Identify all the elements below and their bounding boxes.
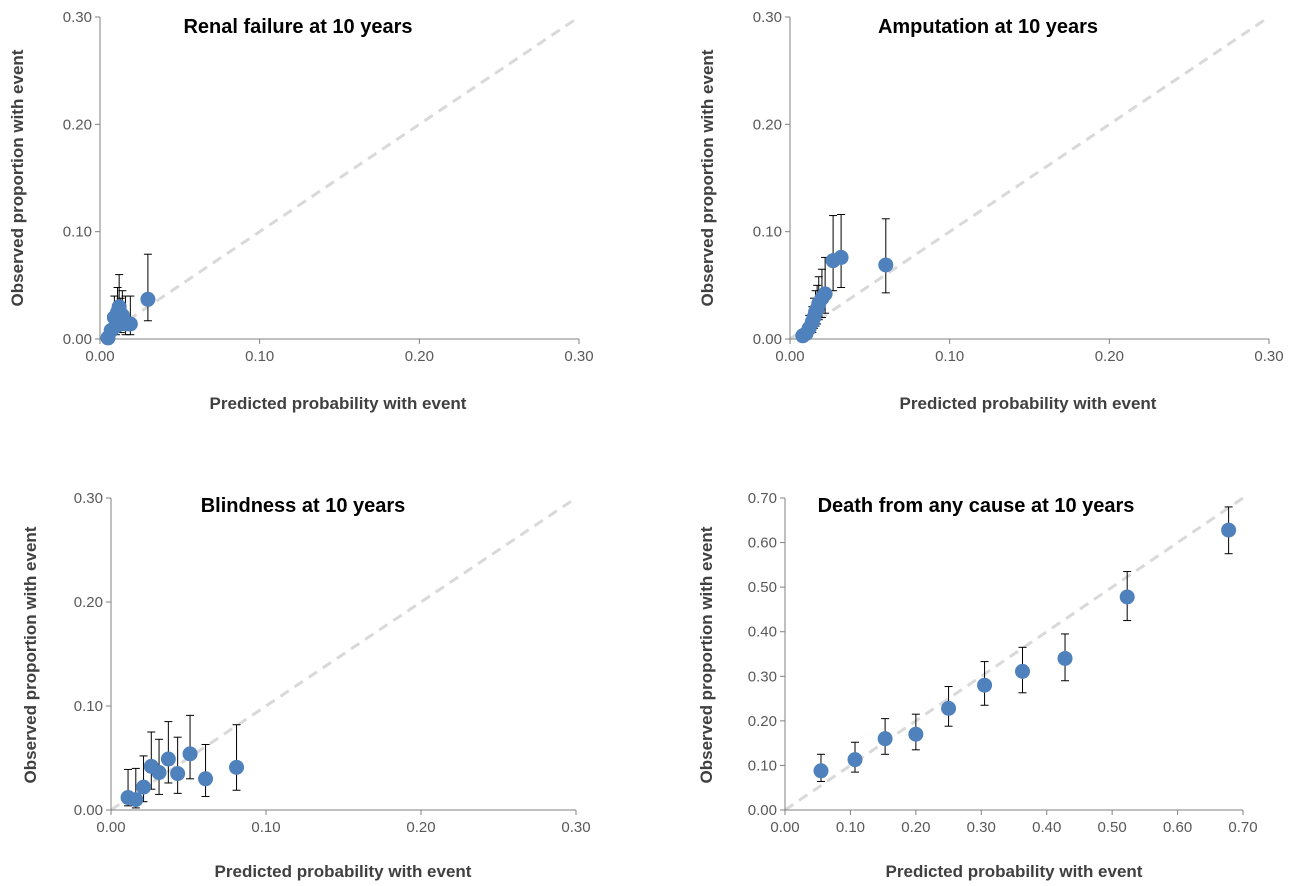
- x-tick-label: 0.70: [1228, 819, 1257, 836]
- y-tick-label: 0.30: [748, 668, 777, 685]
- y-axis-label: Observed proportion with event: [697, 526, 716, 783]
- data-point: [1057, 650, 1073, 666]
- data-point: [977, 677, 993, 693]
- x-tick-label: 0.60: [1163, 819, 1192, 836]
- x-tick-label: 0.40: [1032, 819, 1061, 836]
- y-tick-label: 0.00: [63, 331, 92, 348]
- y-tick-label: 0.20: [63, 116, 92, 133]
- x-tick-label: 0.00: [770, 819, 799, 836]
- reference-diagonal-line: [110, 496, 577, 812]
- y-tick-label: 0.30: [63, 9, 92, 26]
- panel-death-any-cause: Death from any cause at 10 years Predict…: [697, 490, 1258, 881]
- data-point: [941, 700, 957, 716]
- y-tick-label: 0.10: [63, 224, 92, 241]
- y-tick-label: 0.20: [748, 713, 777, 730]
- data-point: [847, 752, 863, 768]
- y-tick-label: 0.50: [748, 579, 777, 596]
- x-tick-label: 0.10: [836, 819, 865, 836]
- y-tick-label: 0.10: [74, 698, 103, 715]
- data-point: [182, 746, 198, 762]
- reference-diagonal-line: [789, 15, 1270, 341]
- data-point: [1119, 589, 1135, 605]
- x-axis-label: Predicted probability with event: [900, 394, 1157, 413]
- y-tick-label: 0.10: [753, 224, 782, 241]
- plot-area: 0.00 0.10 0.20 0.30 0.00 0.10 0.20 0.30: [63, 9, 594, 365]
- x-axis-label: Predicted probability with event: [210, 394, 467, 413]
- y-axis-label: Observed proportion with event: [8, 49, 27, 306]
- y-tick-label: 0.60: [748, 535, 777, 552]
- reference-diagonal-line: [99, 15, 580, 341]
- y-tick-label: 0.40: [748, 624, 777, 641]
- data-point: [1221, 522, 1237, 538]
- x-tick-label: 0.00: [775, 348, 804, 365]
- data-point: [833, 249, 849, 265]
- x-tick-label: 0.10: [245, 348, 274, 365]
- x-tick-label: 0.30: [561, 819, 590, 836]
- y-tick-label: 0.30: [74, 490, 103, 507]
- panel-title: Amputation at 10 years: [878, 16, 1098, 38]
- x-axis-label: Predicted probability with event: [215, 862, 472, 881]
- data-point: [128, 792, 144, 808]
- panel-title: Renal failure at 10 years: [183, 16, 412, 38]
- panel-renal-failure: Renal failure at 10 years Predicted prob…: [8, 9, 594, 413]
- data-point: [813, 763, 829, 779]
- data-point: [140, 291, 156, 307]
- y-tick-label: 0.00: [748, 802, 777, 819]
- y-tick-label: 0.00: [74, 802, 103, 819]
- panel-title: Death from any cause at 10 years: [818, 495, 1135, 517]
- data-point: [160, 751, 176, 767]
- data-point: [229, 759, 245, 775]
- x-tick-label: 0.30: [1254, 348, 1283, 365]
- x-tick-label: 0.10: [935, 348, 964, 365]
- x-tick-label: 0.10: [251, 819, 280, 836]
- data-point: [136, 779, 152, 795]
- x-tick-label: 0.00: [85, 348, 114, 365]
- x-tick-label: 0.20: [405, 348, 434, 365]
- x-tick-label: 0.20: [901, 819, 930, 836]
- x-tick-label: 0.50: [1098, 819, 1127, 836]
- data-point: [122, 316, 138, 332]
- y-tick-label: 0.30: [753, 9, 782, 26]
- data-point: [1015, 663, 1031, 679]
- y-tick-label: 0.00: [753, 331, 782, 348]
- plot-area: 0.00 0.10 0.20 0.30 0.00 0.10 0.20 0.30: [753, 9, 1284, 365]
- y-tick-label: 0.20: [753, 116, 782, 133]
- data-point: [877, 731, 893, 747]
- data-point: [170, 766, 186, 782]
- plot-area: 0.00 0.10 0.20 0.30 0.40 0.50 0.60 0.70 0.00 0.10…: [748, 490, 1258, 836]
- data-point: [908, 726, 924, 742]
- data-point: [817, 286, 833, 302]
- x-tick-label: 0.20: [406, 819, 435, 836]
- panel-title: Blindness at 10 years: [201, 495, 406, 517]
- x-axis-label: Predicted probability with event: [886, 862, 1143, 881]
- data-point: [878, 257, 894, 273]
- y-axis-label: Observed proportion with event: [21, 526, 40, 783]
- panel-amputation: Amputation at 10 years Predicted probabi…: [698, 9, 1284, 413]
- plot-area: 0.00 0.10 0.20 0.30 0.00 0.10 0.20 0.30: [74, 490, 591, 836]
- y-tick-label: 0.10: [748, 757, 777, 774]
- x-tick-label: 0.30: [967, 819, 996, 836]
- data-point: [151, 765, 167, 781]
- x-tick-label: 0.30: [564, 348, 593, 365]
- x-tick-label: 0.00: [96, 819, 125, 836]
- y-axis-label: Observed proportion with event: [698, 49, 717, 306]
- panel-blindness: Blindness at 10 years Predicted probabil…: [21, 490, 591, 881]
- y-tick-label: 0.20: [74, 594, 103, 611]
- data-point: [198, 771, 214, 787]
- y-tick-label: 0.70: [748, 490, 777, 507]
- x-tick-label: 0.20: [1095, 348, 1124, 365]
